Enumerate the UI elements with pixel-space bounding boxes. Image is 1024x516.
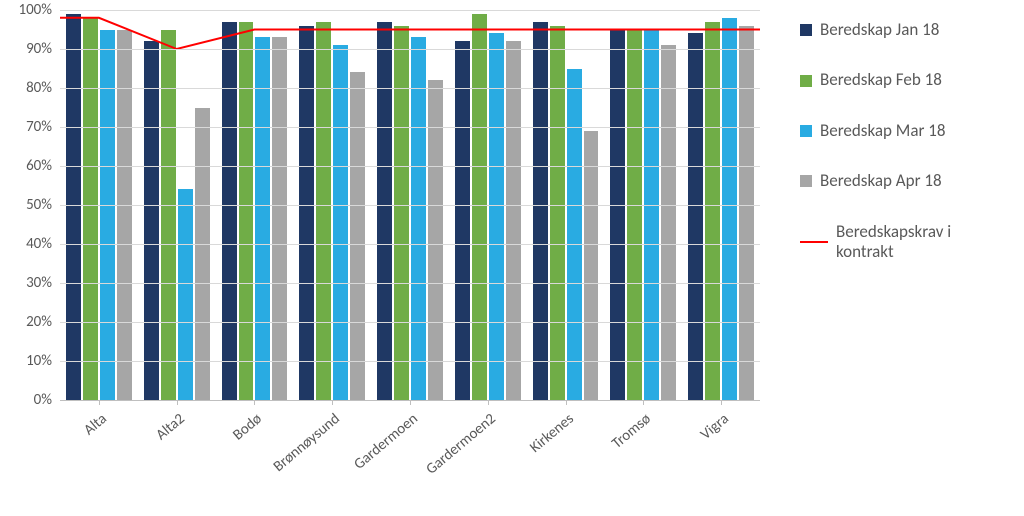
- x-label: Kirkenes: [526, 410, 577, 457]
- x-label-cell: Alta: [60, 400, 138, 516]
- bar-mar18: [333, 45, 348, 400]
- x-label-cell: Kirkenes: [527, 400, 605, 516]
- gridline: [60, 166, 760, 167]
- legend-label-apr18: Beredskap Apr 18: [820, 171, 942, 191]
- x-tick: [721, 400, 722, 405]
- gridline: [60, 49, 760, 50]
- x-label-cell: Gardermoen2: [449, 400, 527, 516]
- gridline: [60, 361, 760, 362]
- gridline: [60, 88, 760, 89]
- bar-apr18: [350, 72, 365, 400]
- legend-item-mar18: Beredskap Mar 18: [800, 121, 1004, 141]
- x-tick: [410, 400, 411, 405]
- bar-mar18: [644, 30, 659, 401]
- bar-apr18: [272, 37, 287, 400]
- bar-feb18: [472, 14, 487, 400]
- legend-label-feb18: Beredskap Feb 18: [820, 70, 942, 90]
- gridline: [60, 244, 760, 245]
- bar-jan18: [144, 41, 159, 400]
- bar-feb18: [394, 26, 409, 400]
- legend-item-apr18: Beredskap Apr 18: [800, 171, 1004, 191]
- plot: [60, 10, 760, 401]
- bar-feb18: [161, 30, 176, 401]
- bar-jan18: [222, 22, 237, 400]
- swatch-feb18: [800, 75, 812, 87]
- bar-feb18: [627, 30, 642, 401]
- x-label-cell: Vigra: [682, 400, 760, 516]
- bar-mar18: [567, 69, 582, 401]
- chart-container: 0% 10% 20% 30% 40% 50% 60% 70% 80% 90% 100% Alta Al…: [0, 0, 1024, 516]
- x-label: Vigra: [697, 410, 732, 444]
- legend-label-line: Beredskapskrav i kontrakt: [836, 222, 1004, 263]
- x-label: Alta: [80, 410, 110, 439]
- x-label-cell: Alta2: [138, 400, 216, 516]
- y-tick-label: 60%: [2, 157, 52, 175]
- bar-feb18: [83, 18, 98, 400]
- bar-mar18: [100, 30, 115, 401]
- bar-jan18: [377, 22, 392, 400]
- y-tick-label: 40%: [2, 235, 52, 253]
- plot-area: 0% 10% 20% 30% 40% 50% 60% 70% 80% 90% 100% Alta Al…: [0, 0, 780, 516]
- x-label: Tromsø: [609, 410, 655, 453]
- x-axis: AltaAlta2BodøBrønnøysundGardermoenGarder…: [60, 400, 760, 516]
- gridline: [60, 10, 760, 11]
- bar-jan18: [610, 30, 625, 401]
- gridline: [60, 127, 760, 128]
- bar-mar18: [722, 18, 737, 400]
- x-label: Bodø: [230, 410, 266, 444]
- bar-apr18: [506, 41, 521, 400]
- legend-item-line: Beredskapskrav i kontrakt: [800, 222, 1004, 263]
- y-axis: 0% 10% 20% 30% 40% 50% 60% 70% 80% 90% 100%: [0, 0, 60, 516]
- y-tick-label: 90%: [2, 40, 52, 58]
- bar-jan18: [66, 14, 81, 400]
- legend-item-jan18: Beredskap Jan 18: [800, 20, 1004, 40]
- bar-feb18: [705, 22, 720, 400]
- y-tick-label: 0%: [2, 391, 52, 409]
- bar-apr18: [661, 45, 676, 400]
- x-tick: [99, 400, 100, 405]
- bar-apr18: [117, 30, 132, 401]
- y-tick-label: 70%: [2, 118, 52, 136]
- swatch-line: [800, 241, 828, 243]
- x-tick: [177, 400, 178, 405]
- bar-jan18: [533, 22, 548, 400]
- y-tick-label: 30%: [2, 274, 52, 292]
- x-tick: [254, 400, 255, 405]
- legend: Beredskap Jan 18 Beredskap Feb 18 Bereds…: [780, 0, 1024, 516]
- gridline: [60, 205, 760, 206]
- y-tick-label: 20%: [2, 313, 52, 331]
- bar-apr18: [195, 108, 210, 401]
- bar-jan18: [299, 26, 314, 400]
- swatch-mar18: [800, 125, 812, 137]
- bar-apr18: [428, 80, 443, 400]
- bar-mar18: [255, 37, 270, 400]
- bar-mar18: [178, 189, 193, 400]
- gridline: [60, 322, 760, 323]
- bar-feb18: [239, 22, 254, 400]
- legend-item-feb18: Beredskap Feb 18: [800, 70, 1004, 90]
- x-label: Alta2: [152, 410, 188, 444]
- x-tick: [332, 400, 333, 405]
- bar-jan18: [455, 41, 470, 400]
- swatch-jan18: [800, 24, 812, 36]
- x-tick: [643, 400, 644, 405]
- x-tick: [488, 400, 489, 405]
- y-tick-label: 50%: [2, 196, 52, 214]
- x-label-cell: Tromsø: [604, 400, 682, 516]
- y-tick-label: 10%: [2, 352, 52, 370]
- legend-label-jan18: Beredskap Jan 18: [820, 20, 939, 40]
- bar-apr18: [739, 26, 754, 400]
- gridline: [60, 283, 760, 284]
- swatch-apr18: [800, 175, 812, 187]
- y-tick-label: 80%: [2, 79, 52, 97]
- legend-label-mar18: Beredskap Mar 18: [820, 121, 945, 141]
- bar-apr18: [584, 131, 599, 400]
- bar-feb18: [550, 26, 565, 400]
- bar-feb18: [316, 22, 331, 400]
- bar-mar18: [411, 37, 426, 400]
- x-tick: [566, 400, 567, 405]
- y-tick-label: 100%: [2, 1, 52, 19]
